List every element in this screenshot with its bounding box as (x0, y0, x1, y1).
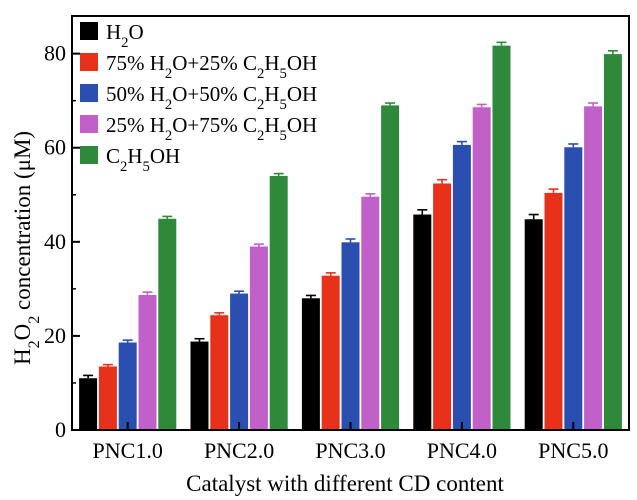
error-bar-series2-PNC1.0 (102, 363, 113, 367)
error-bar-series5-PNC1.0 (162, 215, 173, 219)
error-bar-series5-PNC3.0 (385, 102, 396, 106)
legend-swatch-4 (80, 115, 98, 133)
error-bar-series3-PNC1.0 (122, 339, 133, 343)
legend-label-2: 75% H2O+25% C2H5OH (106, 51, 317, 82)
y-tick-label-60: 60 (44, 135, 66, 160)
legend-swatch-3 (80, 84, 98, 102)
bars-layer (79, 41, 622, 431)
bar-series3-PNC2.0 (230, 293, 249, 430)
x-axis-title: Catalyst with different CD content (186, 471, 504, 496)
error-bar-series1-PNC2.0 (194, 337, 205, 342)
bar-series1-PNC3.0 (301, 298, 320, 430)
legend-label-3: 50% H2O+50% C2H5OH (106, 82, 317, 113)
y-tick-label-80: 80 (44, 41, 66, 66)
legend-swatch-5 (80, 146, 98, 164)
x-tick-label-PNC4.0: PNC4.0 (427, 438, 497, 463)
bar-group-PNC5.0 (524, 50, 622, 431)
legend-label-5: C2H5OH (106, 144, 180, 175)
error-bar-series1-PNC1.0 (83, 374, 94, 379)
legend-label-1: H2O (106, 20, 144, 51)
error-bar-series1-PNC5.0 (528, 213, 539, 220)
error-bar-series2-PNC5.0 (548, 188, 559, 193)
bar-series5-PNC2.0 (269, 175, 288, 430)
bar-series3-PNC4.0 (452, 144, 471, 430)
x-tick-label-PNC2.0: PNC2.0 (204, 438, 274, 463)
bar-series4-PNC3.0 (361, 196, 380, 430)
bar-series5-PNC5.0 (603, 54, 622, 431)
error-bar-series4-PNC2.0 (253, 243, 264, 247)
error-bar-series3-PNC2.0 (234, 290, 245, 294)
bar-series2-PNC2.0 (210, 315, 229, 430)
legend-entry-4: 25% H2O+75% C2H5OH (80, 113, 317, 144)
bar-series4-PNC5.0 (584, 106, 603, 430)
error-bar-series1-PNC4.0 (417, 209, 428, 215)
bar-series3-PNC1.0 (118, 342, 137, 430)
bar-series1-PNC5.0 (524, 219, 543, 430)
error-bar-series4-PNC5.0 (588, 102, 599, 107)
legend-entry-3: 50% H2O+50% C2H5OH (80, 82, 317, 113)
error-bar-series3-PNC5.0 (568, 143, 579, 148)
x-tick-label-PNC5.0: PNC5.0 (538, 438, 608, 463)
error-bar-series1-PNC3.0 (305, 294, 316, 299)
bar-series3-PNC3.0 (341, 242, 360, 430)
bar-series1-PNC2.0 (190, 341, 209, 430)
y-tick-label-40: 40 (44, 229, 66, 254)
bar-series1-PNC1.0 (79, 378, 98, 430)
error-bar-series4-PNC1.0 (142, 291, 153, 295)
error-bar-series4-PNC4.0 (476, 103, 487, 108)
error-bar-series3-PNC3.0 (345, 238, 356, 243)
error-bar-series2-PNC4.0 (437, 178, 448, 184)
bar-group-PNC2.0 (190, 172, 288, 430)
bar-series4-PNC1.0 (138, 294, 157, 430)
bar-series2-PNC1.0 (98, 366, 117, 430)
bar-series5-PNC1.0 (158, 218, 177, 430)
bar-series1-PNC4.0 (413, 214, 432, 430)
bar-series2-PNC4.0 (433, 183, 452, 430)
y-axis-title: H2O2 concentration (μM) (10, 131, 43, 365)
bar-series4-PNC2.0 (249, 246, 268, 430)
error-bar-series5-PNC5.0 (607, 50, 618, 55)
bar-group-PNC1.0 (79, 215, 177, 430)
bar-series5-PNC3.0 (381, 105, 400, 431)
bar-group-PNC3.0 (301, 102, 400, 431)
legend-swatch-2 (80, 53, 98, 71)
bar-series4-PNC4.0 (472, 107, 491, 430)
error-bar-series5-PNC4.0 (496, 41, 507, 46)
error-bar-series3-PNC4.0 (456, 140, 467, 145)
bar-series2-PNC5.0 (544, 192, 563, 430)
error-bar-series5-PNC2.0 (273, 172, 284, 176)
legend-entry-2: 75% H2O+25% C2H5OH (80, 51, 317, 82)
y-tick-label-20: 20 (44, 323, 66, 348)
legend-swatch-1 (80, 22, 98, 40)
error-bar-series2-PNC2.0 (214, 312, 225, 316)
legend-entry-5: C2H5OH (80, 144, 180, 175)
x-tick-label-PNC3.0: PNC3.0 (315, 438, 385, 463)
bar-series5-PNC4.0 (492, 45, 511, 430)
error-bar-series4-PNC3.0 (365, 193, 376, 197)
legend-label-4: 25% H2O+75% C2H5OH (106, 113, 317, 144)
error-bar-series2-PNC3.0 (325, 272, 336, 276)
x-tick-label-PNC1.0: PNC1.0 (93, 438, 163, 463)
y-tick-label-0: 0 (55, 417, 66, 442)
legend-entry-1: H2O (80, 20, 144, 51)
bar-group-PNC4.0 (413, 41, 511, 430)
bar-series3-PNC5.0 (564, 147, 583, 430)
axes-layer: 0 20 40 60 80 PNC1.0 PNC2.0 PNC3.0 PNC4.0 PNC5.0 (44, 15, 630, 463)
bar-series2-PNC3.0 (321, 275, 340, 430)
